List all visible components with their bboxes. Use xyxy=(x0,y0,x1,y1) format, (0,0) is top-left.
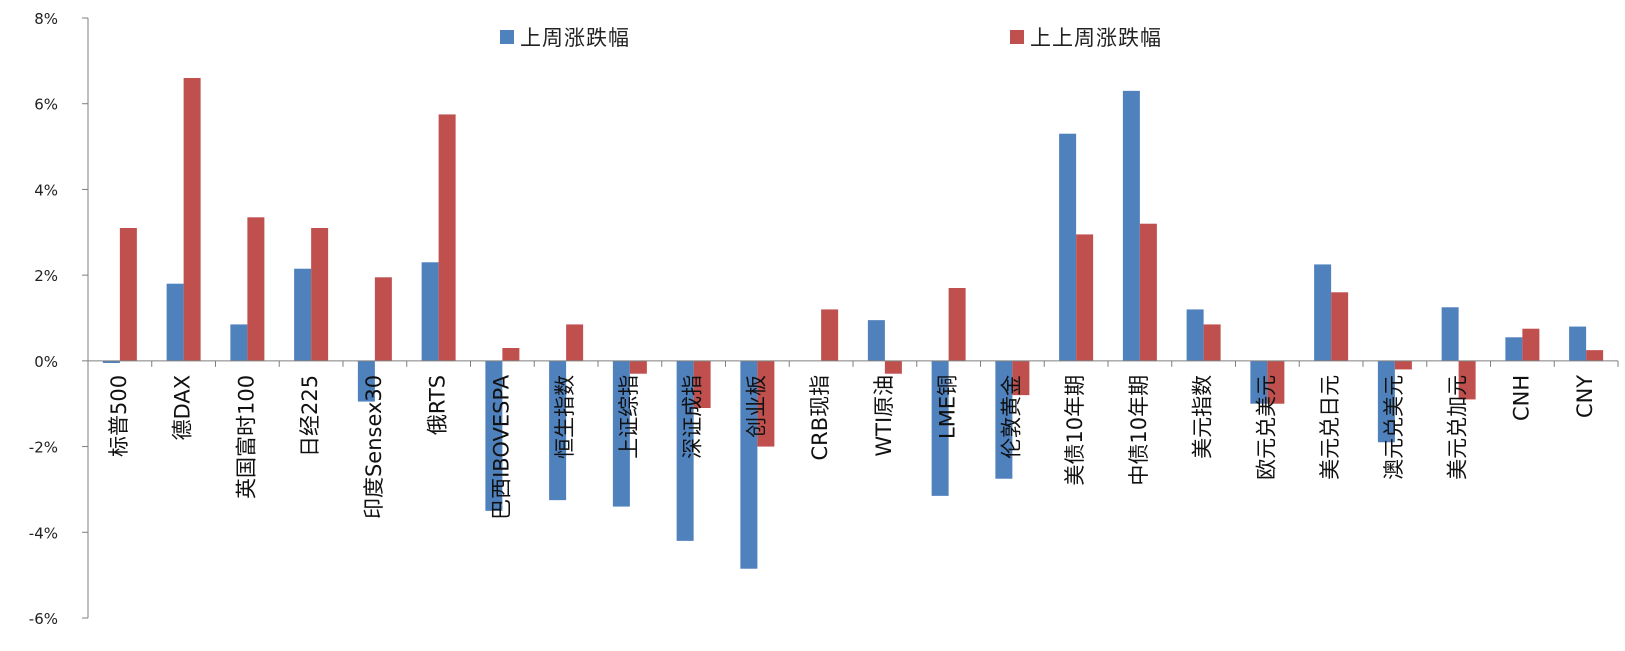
bar-series-2-0 xyxy=(119,228,137,361)
x-tick-label: 日经225 xyxy=(298,375,322,457)
x-tick-label: 美元兑加元 xyxy=(1446,375,1470,480)
x-tick-label: 欧元兑美元 xyxy=(1254,375,1278,480)
bar-series-2-22 xyxy=(1522,328,1540,361)
y-tick-label: 2% xyxy=(34,267,58,285)
bar-series-2-9 xyxy=(693,360,711,408)
y-tick-label: 8% xyxy=(34,10,58,28)
x-tick-label: CRB现指 xyxy=(808,375,832,461)
bar-series-1-10 xyxy=(740,360,758,569)
legend-item-series-2: 上上周涨跌幅 xyxy=(1010,22,1162,52)
bar-series-1-12 xyxy=(867,320,885,361)
bar-series-1-20 xyxy=(1377,360,1395,443)
bar-series-2-16 xyxy=(1139,223,1157,361)
bar-series-2-19 xyxy=(1331,292,1349,361)
x-tick-label: CNY xyxy=(1573,375,1597,418)
x-tick-label: 英国富时100 xyxy=(234,375,258,499)
bar-series-1-21 xyxy=(1441,307,1459,361)
bar-series-1-4 xyxy=(357,360,375,402)
x-tick-label: 澳元兑美元 xyxy=(1382,375,1406,480)
bar-series-2-20 xyxy=(1394,360,1412,370)
x-tick-label: 深证成指 xyxy=(681,375,705,459)
legend-label-series-1: 上周涨跌幅 xyxy=(520,26,630,50)
legend-swatch-series-2 xyxy=(1010,30,1024,44)
x-tick-label: 上证综指 xyxy=(617,375,641,459)
bar-series-1-1 xyxy=(166,283,184,361)
x-tick-label: 美元兑日元 xyxy=(1318,375,1342,480)
bar-series-2-14 xyxy=(1012,360,1030,396)
x-tick-label: 标普500 xyxy=(107,375,131,457)
bar-series-1-18 xyxy=(1250,360,1268,404)
bar-series-2-23 xyxy=(1586,350,1604,361)
bar-series-1-16 xyxy=(1122,90,1140,361)
x-tick-label: 伦敦黄金 xyxy=(999,375,1023,459)
bar-series-1-22 xyxy=(1505,337,1523,361)
bar-series-2-11 xyxy=(821,309,839,361)
x-tick-label: LME铜 xyxy=(936,375,960,439)
bar-series-2-21 xyxy=(1458,360,1476,400)
x-tick-label: 德DAX xyxy=(171,375,195,441)
bar-series-1-19 xyxy=(1314,264,1332,361)
bar-series-2-3 xyxy=(311,228,329,361)
legend-label-series-2: 上上周涨跌幅 xyxy=(1030,26,1162,50)
bar-series-2-7 xyxy=(566,324,584,361)
bar-series-2-13 xyxy=(948,288,966,361)
bar-series-1-14 xyxy=(995,360,1013,479)
bar-series-1-6 xyxy=(485,360,503,511)
x-tick-label: CNH xyxy=(1509,375,1533,421)
x-tick-label: 恒生指数 xyxy=(553,375,577,459)
bar-series-1-2 xyxy=(230,324,248,361)
bar-series-1-23 xyxy=(1569,326,1587,361)
bar-series-2-5 xyxy=(438,114,456,361)
bar-series-1-13 xyxy=(931,360,949,496)
bar-series-1-9 xyxy=(676,360,694,541)
bar-series-2-4 xyxy=(374,277,392,361)
bar-series-1-15 xyxy=(1059,133,1077,361)
bar-series-2-12 xyxy=(884,360,902,374)
x-tick-label: 中债10年期 xyxy=(1127,375,1151,486)
bar-series-2-2 xyxy=(247,217,265,361)
legend-swatch-series-1 xyxy=(500,30,514,44)
bar-series-1-17 xyxy=(1186,309,1204,361)
y-tick-label: 4% xyxy=(34,181,58,199)
bar-series-1-0 xyxy=(102,360,120,363)
bar-series-1-5 xyxy=(421,262,439,361)
y-tick-label: 0% xyxy=(34,353,58,371)
x-tick-label: WTI原油 xyxy=(872,375,896,457)
bar-series-1-7 xyxy=(549,360,567,501)
bar-series-1-8 xyxy=(612,360,630,507)
x-tick-label: 创业板 xyxy=(744,375,768,438)
x-tick-label: 美债10年期 xyxy=(1063,375,1087,486)
x-tick-label: 俄RTS xyxy=(426,375,450,435)
bar-series-2-6 xyxy=(502,348,520,361)
bar-series-2-18 xyxy=(1267,360,1285,404)
legend-item-series-1: 上周涨跌幅 xyxy=(500,22,630,52)
bar-series-2-8 xyxy=(629,360,647,374)
bar-series-2-1 xyxy=(183,78,201,361)
x-tick-label: 印度Sensex30 xyxy=(362,375,386,519)
x-tick-label: 美元指数 xyxy=(1191,375,1215,459)
bar-series-2-15 xyxy=(1076,234,1094,361)
bar-series-2-17 xyxy=(1203,324,1221,361)
bar-series-2-10 xyxy=(757,360,775,447)
y-tick-label: -4% xyxy=(29,524,58,542)
y-tick-label: -6% xyxy=(29,610,58,628)
x-tick-label: 巴西IBOVESPA xyxy=(489,374,513,520)
bar-series-1-3 xyxy=(294,268,312,361)
y-tick-label: -2% xyxy=(29,439,58,457)
y-tick-label: 6% xyxy=(34,96,58,114)
